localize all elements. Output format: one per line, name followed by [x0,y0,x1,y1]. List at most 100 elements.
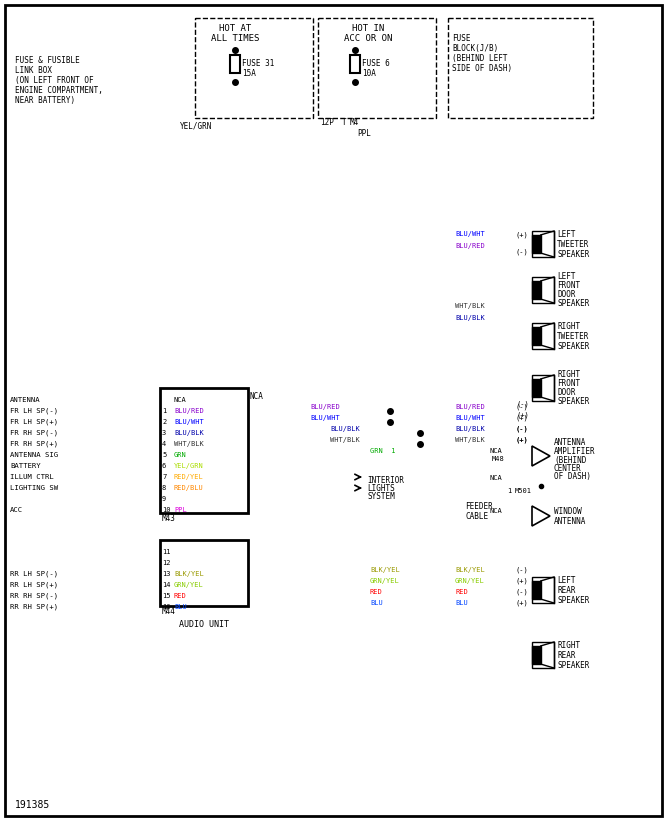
Text: 14: 14 [162,582,171,588]
Bar [532,642,554,668]
Text: SPEAKER: SPEAKER [557,299,590,308]
Text: ALL TIMES: ALL TIMES [211,34,259,43]
Polygon shape [532,446,550,466]
Text: 12P: 12P [320,117,334,126]
Text: 16: 16 [162,604,171,610]
Text: PPL: PPL [357,129,371,137]
Text: SPEAKER: SPEAKER [557,595,590,604]
Text: RIGHT: RIGHT [557,369,580,378]
Text: DOOR: DOOR [557,388,576,397]
Text: FR RH SP(+): FR RH SP(+) [10,441,58,447]
Text: ANTENNA SIG: ANTENNA SIG [10,452,58,458]
Text: ACC OR ON: ACC OR ON [344,34,392,43]
Bar [350,55,360,73]
Text: FEEDER: FEEDER [465,502,493,511]
Text: BLK/YEL: BLK/YEL [455,567,485,573]
Text: M48: M48 [492,456,505,462]
Text: 9: 9 [162,496,166,502]
Text: 15: 15 [162,593,171,599]
Text: RIGHT: RIGHT [557,640,580,649]
Text: FUSE: FUSE [452,34,470,43]
Text: LIGHTING SW: LIGHTING SW [10,485,58,491]
Text: SPEAKER: SPEAKER [557,397,590,406]
Text: SPEAKER: SPEAKER [557,661,590,669]
Text: SPEAKER: SPEAKER [557,342,590,351]
Text: LEFT: LEFT [557,272,576,281]
Polygon shape [532,506,550,526]
Text: RR LH SP(+): RR LH SP(+) [10,582,58,589]
Text: WINDOW: WINDOW [554,507,582,516]
Text: M43: M43 [162,513,176,522]
Text: BLU/RED: BLU/RED [455,404,485,410]
Text: GRN/YEL: GRN/YEL [370,578,400,584]
Text: BLK/YEL: BLK/YEL [370,567,400,573]
Text: BLU/BLK: BLU/BLK [330,426,360,432]
Text: GRN  1: GRN 1 [370,448,396,454]
Text: LEFT: LEFT [557,576,576,585]
Text: BLU: BLU [455,600,468,606]
Text: BLU/RED: BLU/RED [174,408,203,414]
Text: ENGINE COMPARTMENT,: ENGINE COMPARTMENT, [15,85,103,94]
Text: M501: M501 [515,488,532,494]
Text: 10: 10 [162,507,171,513]
Text: ANTENNA: ANTENNA [554,438,586,447]
Text: FRONT: FRONT [557,378,580,388]
Text: BLU/WHT: BLU/WHT [455,415,485,421]
Text: CABLE: CABLE [465,511,488,521]
Text: SYSTEM: SYSTEM [367,492,395,501]
Bar [318,18,436,118]
Text: FRONT: FRONT [557,281,580,290]
Text: WHT/BLK: WHT/BLK [455,303,485,309]
Text: NEAR BATTERY): NEAR BATTERY) [15,95,75,104]
Text: RIGHT: RIGHT [557,322,580,331]
Text: 4: 4 [162,441,166,447]
Bar [532,327,541,345]
Text: BATTERY: BATTERY [10,463,41,469]
Text: INTERIOR: INTERIOR [367,475,404,484]
Text: (+): (+) [515,415,528,421]
Bar [532,379,541,397]
Text: FR LH SP(+): FR LH SP(+) [10,419,58,425]
Text: RED: RED [370,589,383,595]
Text: 8: 8 [162,485,166,491]
Bar [230,55,240,73]
Text: RED/YEL: RED/YEL [174,474,203,480]
Text: AMPLIFIER: AMPLIFIER [554,447,596,456]
Text: AUDIO UNIT: AUDIO UNIT [179,620,229,629]
Text: TWEETER: TWEETER [557,332,590,341]
Bar [532,577,554,603]
Text: 1: 1 [162,408,166,414]
Bar [532,581,541,599]
Text: ILLUM CTRL: ILLUM CTRL [10,474,54,480]
Bar [532,646,541,664]
Text: ANTENNA: ANTENNA [554,516,586,525]
Text: 2: 2 [162,419,166,425]
Text: BLU/WHT: BLU/WHT [455,231,485,237]
Text: CENTER: CENTER [554,464,582,473]
Text: FUSE 6: FUSE 6 [362,58,390,67]
Text: BLK/YEL: BLK/YEL [174,571,203,577]
Text: 191385: 191385 [15,800,50,810]
Text: NCA: NCA [490,475,503,481]
Text: M44: M44 [162,607,176,616]
Text: BLU: BLU [370,600,383,606]
Text: BLU/WHT: BLU/WHT [310,415,340,421]
Text: NCA: NCA [174,397,187,403]
Text: (-): (-) [515,404,528,410]
Bar [195,18,313,118]
Text: ACC: ACC [10,507,23,513]
Text: HOT IN: HOT IN [352,24,384,33]
Text: WHT/BLK: WHT/BLK [330,437,360,443]
Text: YEL/GRN: YEL/GRN [174,463,203,469]
Text: (+): (+) [515,232,528,238]
Text: BLU/BLK: BLU/BLK [455,315,485,321]
Bar [532,235,541,253]
Text: 1: 1 [507,488,511,494]
Text: BLU/BLK: BLU/BLK [455,426,485,432]
Text: WHT/BLK: WHT/BLK [174,441,203,447]
Text: RED/BLU: RED/BLU [174,485,203,491]
Text: WHT/BLK: WHT/BLK [455,437,485,443]
Text: 7: 7 [162,474,166,480]
Text: (-): (-) [515,426,528,432]
Text: 5: 5 [162,452,166,458]
